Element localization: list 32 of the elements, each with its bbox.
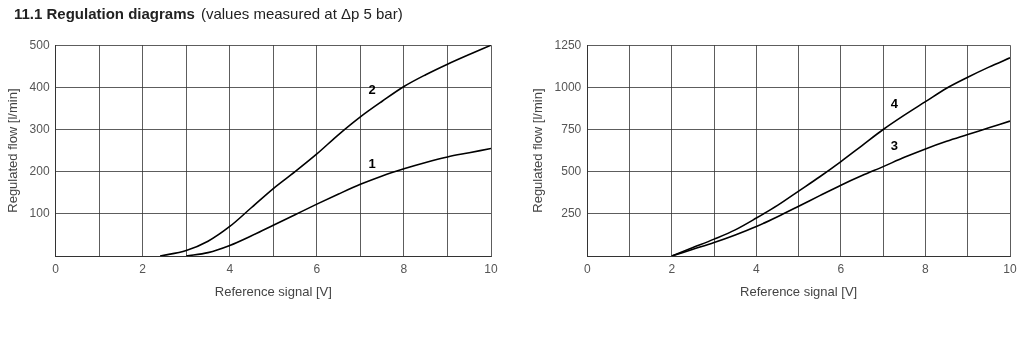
y-tick-label: 1000 [554,79,582,94]
y-tick-label: 250 [561,206,582,221]
y-tick-label: 400 [29,79,50,94]
series-label: 4 [890,95,899,111]
x-tick-label: 10 [1003,261,1017,276]
x-tick-label: 4 [753,261,761,276]
y-tick-label: 500 [29,37,50,52]
x-tick-label: 8 [922,261,930,276]
y-axis-title: Regulated flow [l/min] [5,88,21,213]
y-axis-title: Regulated flow [l/min] [530,88,546,213]
x-tick-label: 0 [52,261,60,276]
x-tick-label: 8 [400,261,408,276]
y-tick-label: 1250 [554,37,582,52]
series-label: 3 [890,137,898,153]
y-tick-label: 300 [29,121,50,136]
x-tick-label: 2 [139,261,147,276]
x-tick-label: 6 [837,261,845,276]
y-tick-label: 750 [561,121,582,136]
x-tick-label: 4 [226,261,234,276]
x-axis-title: Reference signal [V] [214,283,332,299]
x-tick-label: 10 [484,261,498,276]
x-tick-label: 0 [583,261,591,276]
y-tick-label: 100 [29,206,50,221]
line-series [185,147,491,256]
chart-subtitle: (values measured at Δp 5 bar) [200,5,403,22]
chart-title: 11.1 Regulation diagrams [14,5,195,22]
y-tick-label: 200 [29,163,50,178]
x-axis-title: Reference signal [V] [740,283,858,299]
series-label: 1 [368,156,376,172]
x-tick-label: 2 [668,261,676,276]
y-tick-label: 500 [561,163,582,178]
x-tick-label: 6 [313,261,321,276]
